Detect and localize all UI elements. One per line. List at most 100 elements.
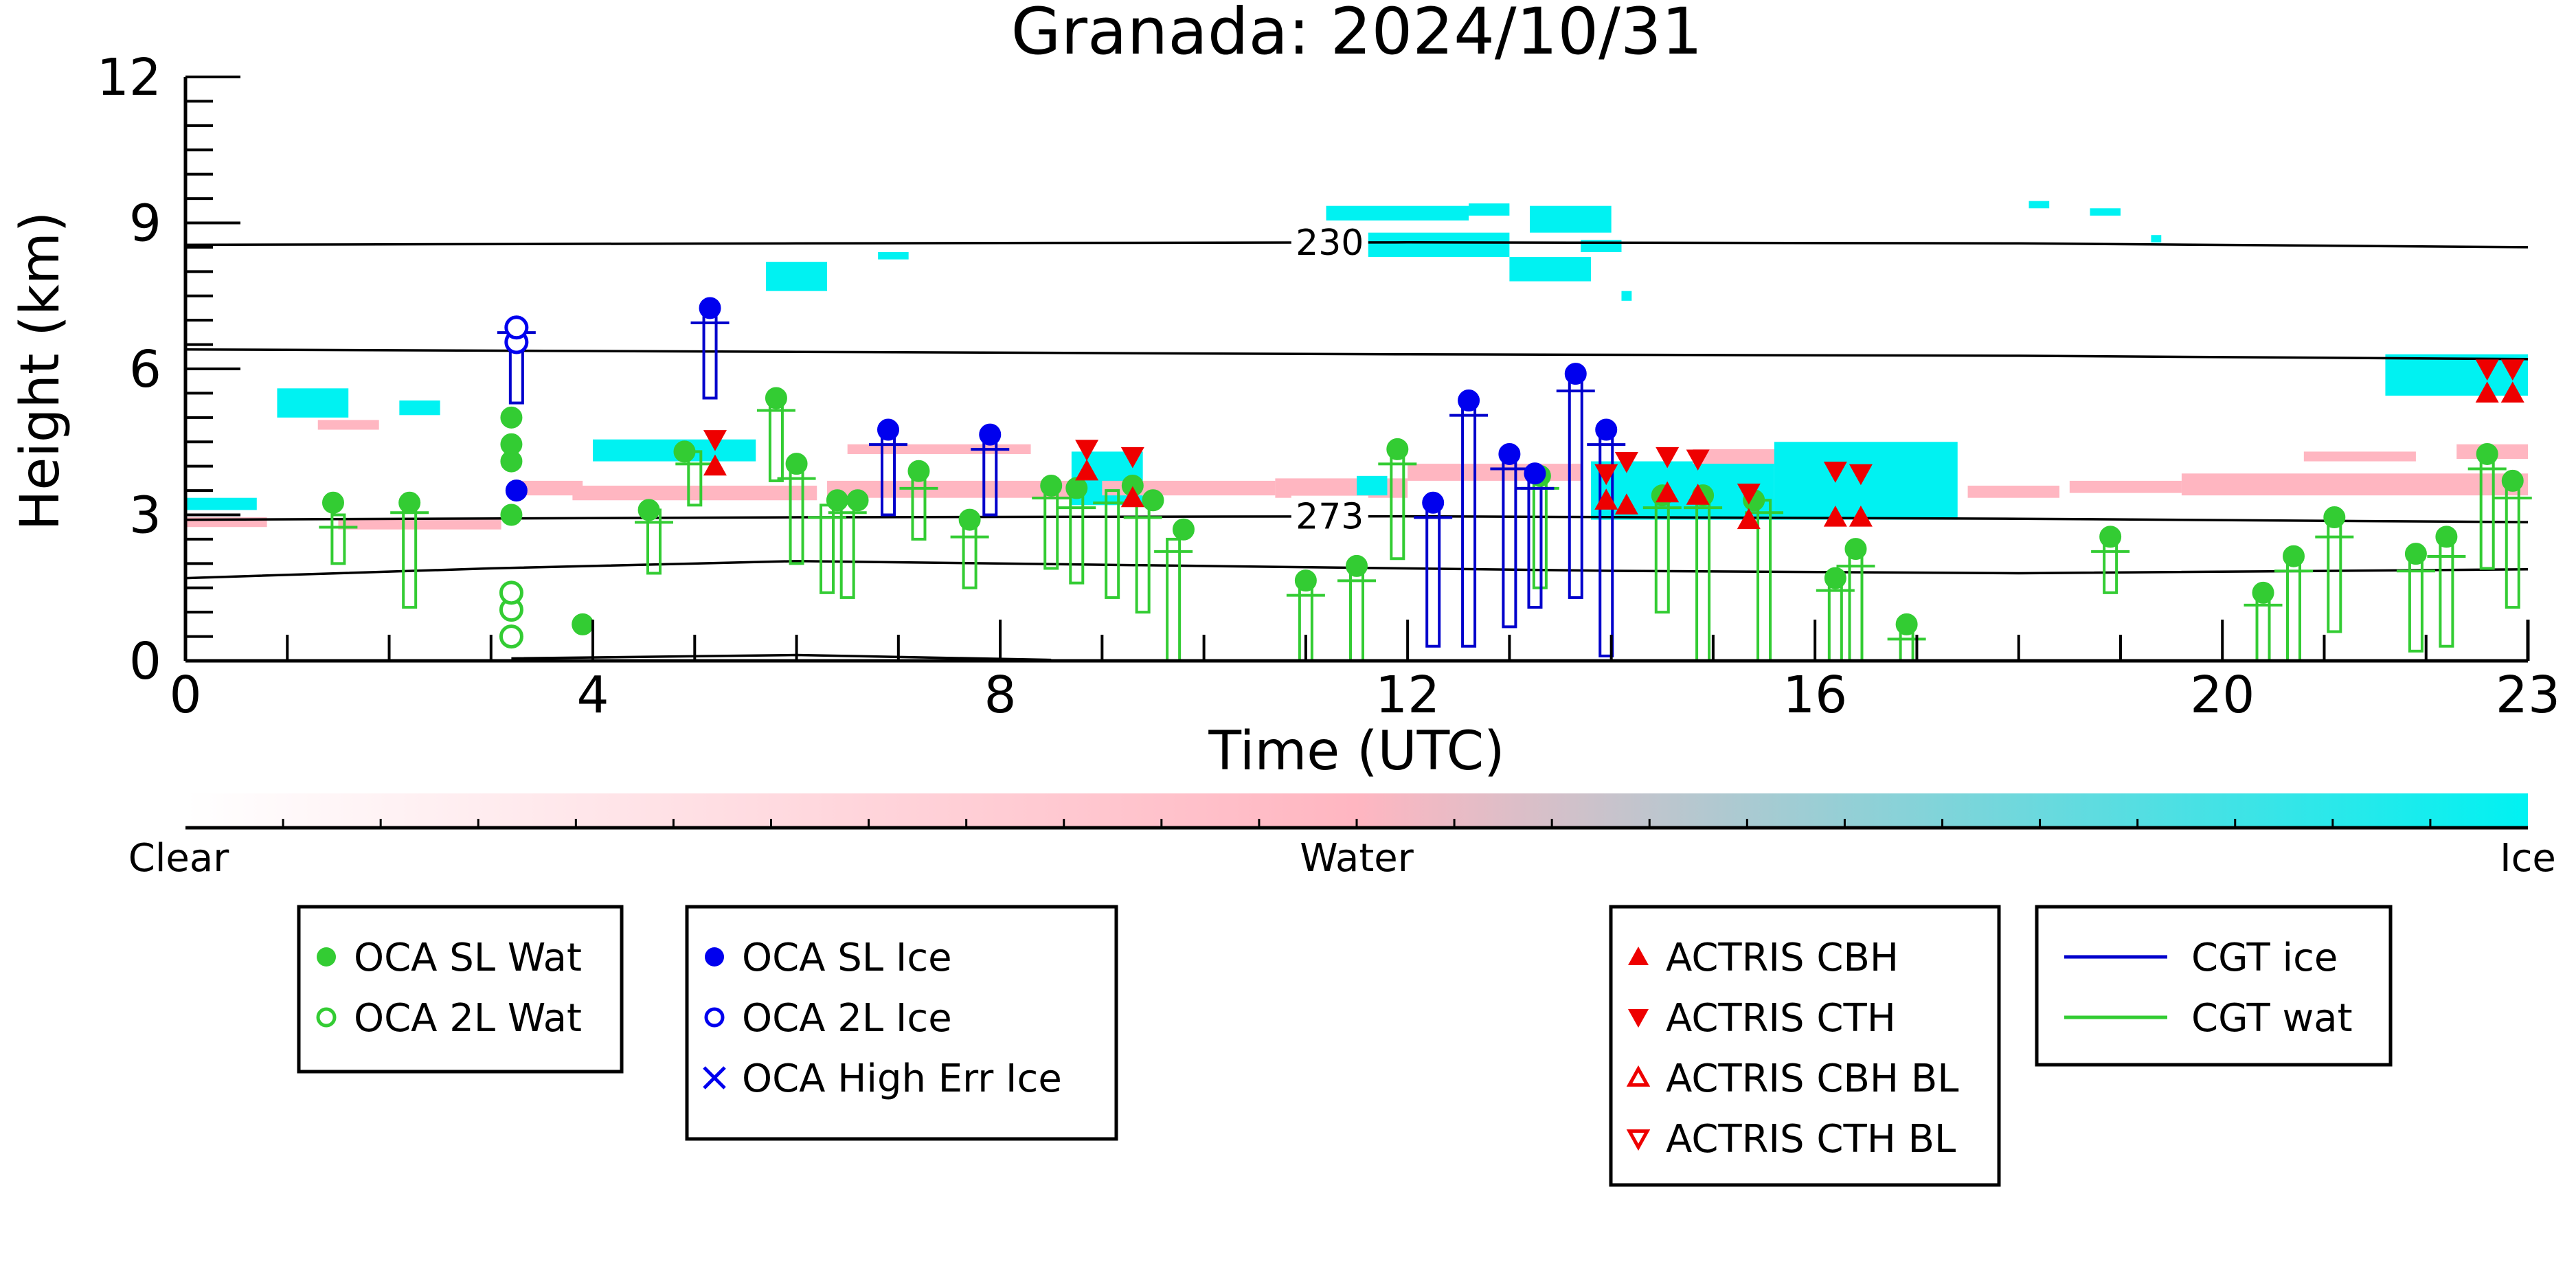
cgt-wat-bar bbox=[402, 499, 418, 609]
cloud-mask-ice bbox=[1366, 232, 1510, 258]
legend-box bbox=[297, 905, 624, 1074]
legend-label: ACTRIS CBH BL bbox=[1666, 1057, 1958, 1101]
cloud-mask-ice bbox=[766, 262, 828, 291]
actris-cth-point bbox=[703, 430, 727, 451]
legend-label: OCA SL Wat bbox=[354, 936, 582, 980]
actris-cbh-point bbox=[1823, 506, 1847, 527]
legend-label: OCA High Err Ice bbox=[742, 1057, 1062, 1101]
cloud-mask-ice bbox=[1326, 205, 1469, 221]
contour-label-bg bbox=[1291, 221, 1368, 263]
oca-sl-wat-point bbox=[1065, 477, 1088, 499]
actris-cth-point bbox=[1594, 464, 1618, 486]
oca-sl-ice-point bbox=[699, 297, 721, 319]
oca-sl-wat-point bbox=[2252, 581, 2274, 604]
cloud-mask-ice bbox=[878, 252, 909, 260]
legend-item-oca-2l-wat: OCA 2L Wat bbox=[316, 996, 582, 1041]
cgt-wat-bar bbox=[1135, 504, 1151, 614]
oca-sl-wat-point bbox=[2435, 526, 2458, 548]
actris-cth-point bbox=[1686, 449, 1710, 471]
actris-cbh-point bbox=[1656, 481, 1680, 503]
oca-2l-ice-point bbox=[504, 315, 529, 340]
oca-sl-wat-point bbox=[1294, 569, 1317, 592]
cgt-wat-bar bbox=[839, 499, 855, 599]
legend-item-cgt-ice: CGT ice bbox=[2064, 936, 2338, 980]
oca-sl-wat-point bbox=[2476, 442, 2498, 465]
y-axis-label: Height (km) bbox=[10, 212, 71, 531]
oca-sl-wat-point bbox=[1386, 438, 1409, 460]
actris-cbh-point bbox=[703, 454, 727, 476]
oca-sl-ice-point bbox=[1458, 389, 1480, 412]
cgt-wat-bar bbox=[2327, 523, 2342, 633]
cgt-wat-bar bbox=[1848, 552, 1864, 663]
oca-sl-ice-point bbox=[1524, 462, 1546, 485]
legend-item-oca-high-err-ice: OCA High Err Ice bbox=[703, 1057, 1062, 1101]
cloud-mask-water bbox=[2181, 473, 2528, 496]
colorbar-label-clear: Clear bbox=[128, 836, 229, 881]
actris-cbh-point bbox=[1849, 506, 1873, 527]
chart-title: Granada: 2024/10/31 bbox=[1011, 0, 1703, 69]
actris-cth-point bbox=[1849, 464, 1873, 486]
legend-item-oca-2l-ice: OCA 2L Ice bbox=[704, 996, 952, 1041]
temperature-contour bbox=[185, 241, 2529, 249]
temperature-contour bbox=[185, 348, 2529, 361]
y-tick-label: 9 bbox=[129, 194, 161, 253]
actris-cbh-point bbox=[1594, 488, 1618, 510]
actris-cbh-point bbox=[1075, 459, 1099, 481]
oca-sl-wat-point bbox=[1142, 489, 1164, 512]
cloud-mask-ice bbox=[1774, 442, 1958, 520]
colorbar: Clear Water Ice bbox=[128, 793, 2556, 881]
cgt-ice-bar bbox=[1502, 455, 1517, 629]
legend-item-actris-cbh: ACTRIS CBH bbox=[1628, 936, 1899, 980]
cloud-mask-ice bbox=[2029, 201, 2050, 209]
legend-label: OCA 2L Wat bbox=[354, 996, 582, 1041]
oca-sl-wat-point bbox=[500, 504, 523, 526]
legend-marker bbox=[1626, 1065, 1651, 1087]
x-tick-label: 23 bbox=[2496, 666, 2560, 725]
legend-item-actris-cth: ACTRIS CTH bbox=[1628, 996, 1896, 1041]
oca-sl-wat-point bbox=[673, 440, 696, 463]
actris-cbh-point bbox=[1120, 486, 1144, 508]
oca-sl-ice-point bbox=[979, 423, 1002, 446]
colorbar-label-ice: Ice bbox=[2500, 836, 2556, 881]
temperature-contour bbox=[185, 560, 2529, 580]
cloud-mask-ice bbox=[2151, 235, 2162, 242]
oca-sl-wat-point bbox=[2323, 506, 2346, 529]
actris-cbh-point bbox=[1737, 508, 1761, 530]
actris-cth-point bbox=[1737, 484, 1761, 505]
oca-sl-ice-point bbox=[505, 479, 528, 502]
cloud-mask-water bbox=[317, 420, 379, 430]
x-tick-label: 20 bbox=[2190, 666, 2255, 725]
y-tick-label: 6 bbox=[129, 340, 161, 399]
y-tick-label: 0 bbox=[129, 632, 161, 691]
cloud-mask-water bbox=[2069, 480, 2182, 493]
oca-sl-wat-point bbox=[1172, 518, 1195, 541]
legend-marker bbox=[1626, 1129, 1651, 1151]
legend-marker bbox=[704, 1007, 725, 1028]
cgt-wat-bar bbox=[2479, 455, 2495, 570]
cloud-mask-ice bbox=[1621, 291, 1632, 301]
legend-marker bbox=[317, 947, 336, 967]
cgt-wat-bar bbox=[1166, 537, 1182, 663]
oca-sl-wat-point bbox=[1040, 475, 1063, 497]
legend-marker bbox=[316, 1007, 337, 1028]
actris-cbh-point bbox=[2475, 381, 2499, 403]
x-tick-label: 8 bbox=[984, 666, 1017, 725]
cgt-wat-bar bbox=[1390, 450, 1405, 561]
cgt-wat-bar bbox=[1695, 494, 1711, 663]
cgt-wat-bar bbox=[2505, 484, 2520, 609]
legend-marker bbox=[703, 1066, 726, 1089]
oca-sl-wat-point bbox=[1895, 613, 1918, 635]
cloud-mask-water bbox=[511, 480, 583, 496]
actris-cth-point bbox=[1614, 451, 1638, 473]
cloud-mask-water bbox=[1408, 464, 1581, 481]
cloud-mask-water bbox=[1967, 486, 2059, 498]
legend-label: ACTRIS CBH bbox=[1666, 936, 1899, 980]
cgt-wat-bar bbox=[2439, 543, 2454, 648]
oca-sl-wat-point bbox=[637, 499, 660, 521]
oca-sl-wat-point bbox=[572, 613, 594, 635]
oca-sl-wat-point bbox=[2501, 469, 2524, 492]
oca-sl-wat-point bbox=[785, 453, 808, 475]
contour-label: 230 bbox=[1296, 223, 1364, 264]
contour-label: 273 bbox=[1296, 497, 1364, 538]
